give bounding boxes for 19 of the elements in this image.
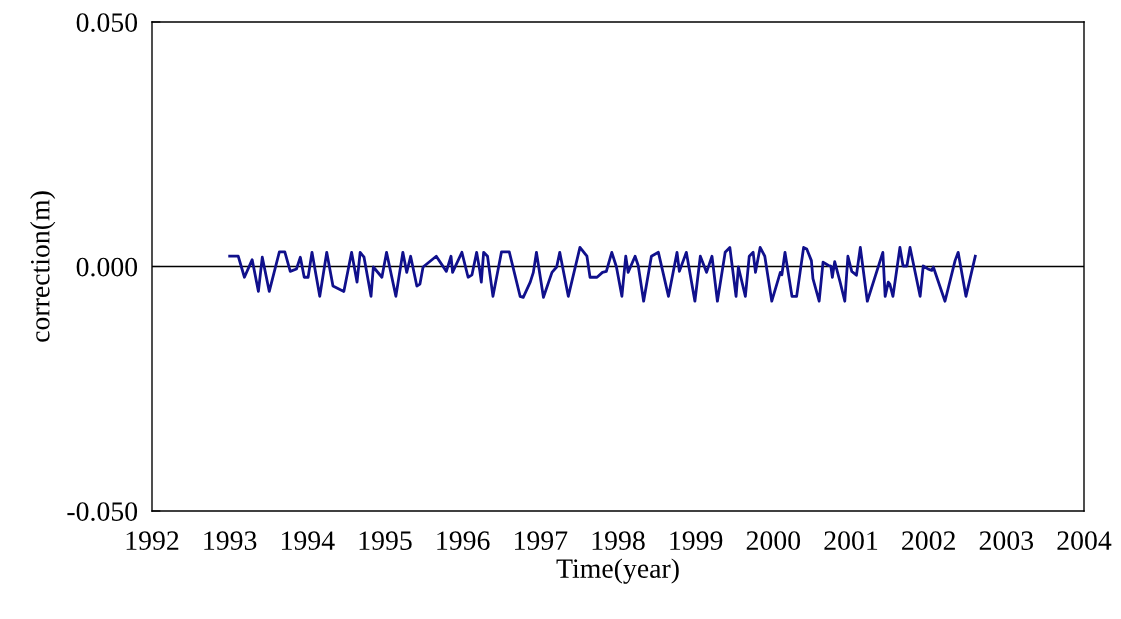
- x-tick-label: 1993: [204, 531, 257, 550]
- x-tick-label: 2000: [746, 531, 801, 550]
- x-tick-label: 1995: [359, 531, 412, 550]
- x-tick-label: 1998: [592, 531, 645, 550]
- x-tick-label: 2003: [979, 531, 1034, 550]
- x-tick-label: 1994: [282, 531, 335, 550]
- x-tick-label: 1999: [670, 531, 723, 550]
- x-tick-label: 2002: [902, 531, 955, 550]
- x-tick-label: 2004: [1057, 531, 1112, 550]
- y-tick-label: 0.000: [76, 257, 138, 277]
- x-tick-label: 2001: [824, 531, 878, 550]
- x-tick-label: 1996: [437, 531, 490, 550]
- y-tick-label: -0.050: [67, 502, 138, 522]
- y-tick-label: 0.050: [76, 13, 138, 33]
- x-tick-label: 1997: [515, 531, 568, 550]
- x-tick-label: 1992: [126, 531, 179, 550]
- x-axis-title: Time(year): [556, 558, 679, 584]
- line-series: [228, 246, 977, 303]
- y-axis-title: correction(m): [30, 191, 56, 342]
